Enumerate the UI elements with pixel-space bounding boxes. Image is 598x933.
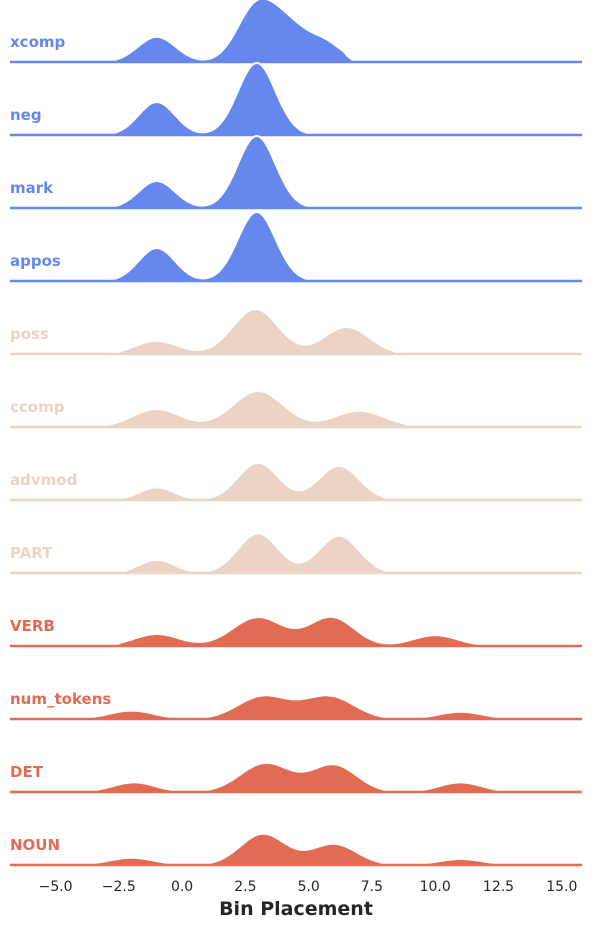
row-label-poss: poss (10, 325, 49, 343)
density-area-xcomp (10, 0, 582, 62)
density-area-PART (10, 533, 582, 573)
row-label-VERB: VERB (10, 617, 55, 635)
row-label-xcomp: xcomp (10, 33, 66, 51)
density-area-VERB (10, 616, 582, 646)
density-area-poss (10, 309, 582, 354)
x-tick-label: 12.5 (483, 879, 514, 895)
ridge-NOUN (10, 832, 582, 867)
row-label-DET: DET (10, 763, 44, 781)
x-tick-label: −2.5 (102, 879, 136, 895)
row-label-appos: appos (10, 252, 61, 270)
x-tick-label: 2.5 (234, 879, 256, 895)
x-axis-ticks: −5.0 −2.5 0.0 2.5 5.0 7.5 10.0 12.5 15.0 (39, 879, 578, 895)
ridge-ccomp (10, 389, 582, 429)
density-outline-neg (10, 62, 582, 136)
density-area-neg (10, 63, 582, 135)
ridge-neg (10, 62, 582, 137)
row-labels: xcomp neg mark appos poss ccomp advmod PART VERB… (10, 33, 111, 854)
density-outline-DET (10, 761, 582, 793)
ridge-poss (10, 307, 582, 356)
x-tick-label: −5.0 (39, 879, 73, 895)
ridge-xcomp (10, 0, 582, 64)
density-area-advmod (10, 462, 582, 500)
density-outline-num_tokens (10, 694, 582, 720)
row-label-ccomp: ccomp (10, 398, 65, 416)
x-tick-label: 0.0 (171, 879, 193, 895)
x-tick-label: 5.0 (298, 879, 320, 895)
ridge-mark (10, 135, 582, 210)
ridge-rows (10, 0, 582, 867)
density-outline-mark (10, 135, 582, 209)
density-area-num_tokens (10, 695, 582, 719)
ridge-appos (10, 211, 582, 283)
density-area-DET (10, 762, 582, 792)
ridge-VERB (10, 615, 582, 648)
density-outline-appos (10, 211, 582, 282)
row-label-mark: mark (10, 179, 54, 197)
ridge-advmod (10, 461, 582, 502)
row-label-advmod: advmod (10, 471, 77, 489)
row-label-neg: neg (10, 106, 42, 124)
x-axis-title: Bin Placement (219, 898, 373, 920)
density-area-appos (10, 212, 582, 281)
row-label-PART: PART (10, 544, 53, 562)
density-area-ccomp (10, 391, 582, 427)
x-tick-label: 7.5 (361, 879, 383, 895)
ridge-PART (10, 532, 582, 575)
ridge-DET (10, 761, 582, 794)
density-area-mark (10, 136, 582, 208)
density-outline-NOUN (10, 832, 582, 866)
x-tick-label: 15.0 (546, 879, 577, 895)
row-label-num_tokens: num_tokens (10, 690, 111, 708)
x-tick-label: 10.0 (420, 879, 451, 895)
ridge-num_tokens (10, 694, 582, 721)
row-label-NOUN: NOUN (10, 836, 60, 854)
